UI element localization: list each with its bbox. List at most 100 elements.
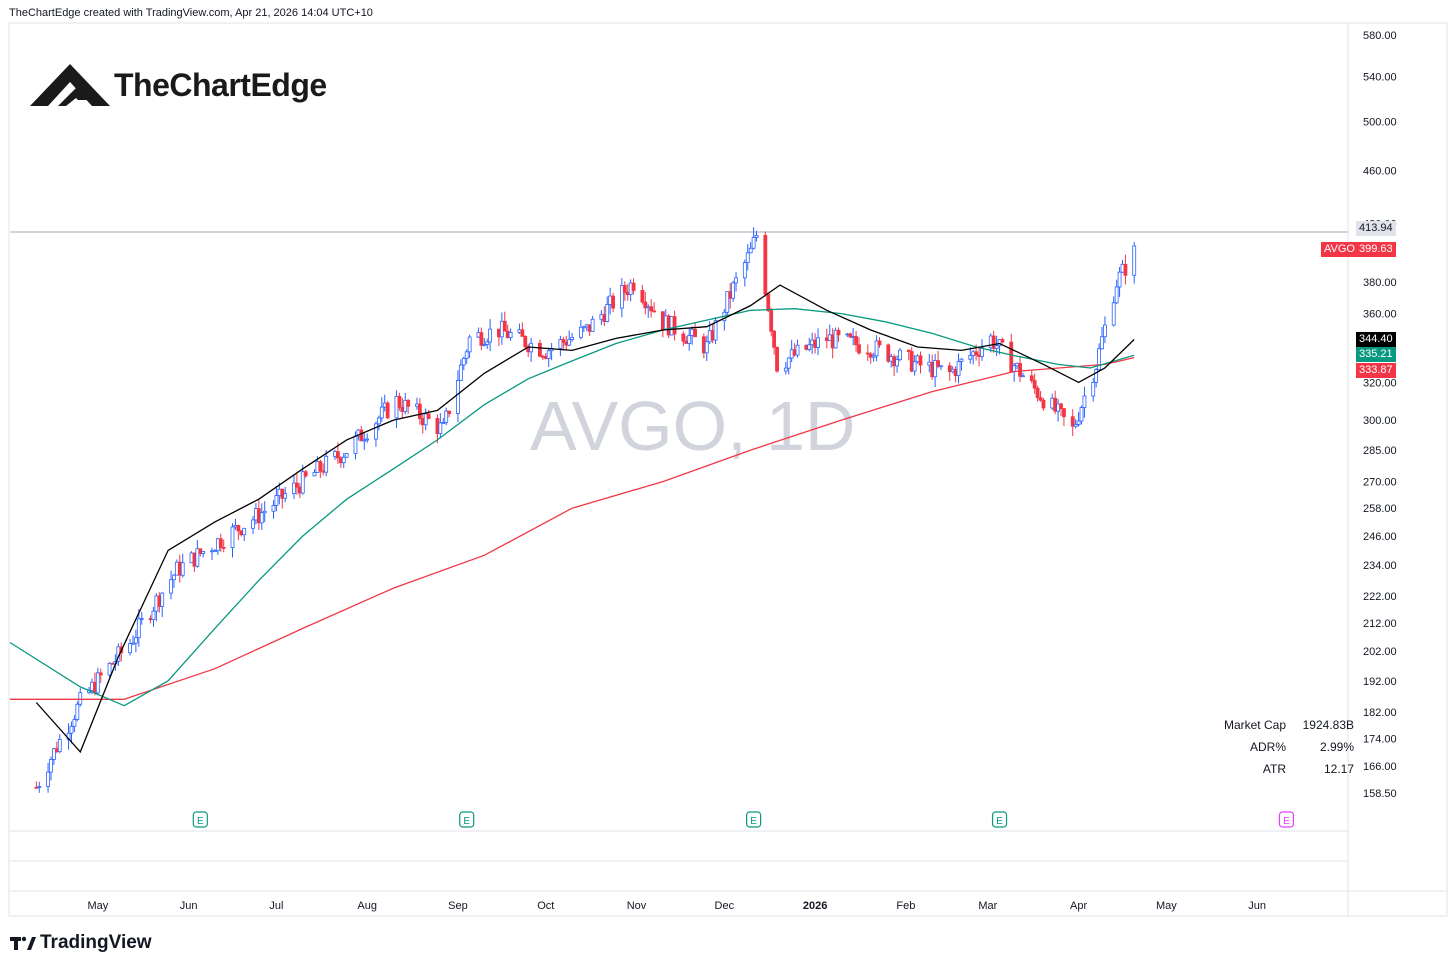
candle-body [303, 471, 308, 477]
candle-body [751, 237, 756, 249]
candle-body [423, 413, 428, 426]
candle-body [376, 417, 381, 425]
y-tick-label: 158.50 [1363, 788, 1397, 800]
candle-body [1029, 375, 1034, 382]
earnings-marker-box [459, 811, 475, 828]
upcoming-earnings-icon: E [1278, 811, 1295, 828]
candle-body [622, 285, 627, 293]
x-tick-label: May [1156, 900, 1177, 912]
x-tick-label: Jul [269, 900, 283, 912]
tradingview-icon [10, 936, 36, 950]
candle-body [807, 344, 812, 350]
stats-value: 1924.83B [1302, 718, 1354, 732]
candle-body [874, 340, 879, 357]
candle-body [590, 318, 595, 332]
candle-body [335, 451, 340, 459]
y-tick-label: 580.00 [1363, 30, 1397, 42]
y-tick-label: 202.00 [1363, 646, 1397, 658]
candle-body [341, 456, 346, 464]
candle-body [353, 435, 358, 454]
stats-row: ADR% 2.99% [1212, 736, 1354, 758]
candle-body [947, 365, 952, 373]
candle-body [236, 525, 241, 532]
candle-body [259, 512, 264, 524]
tradingview-logo[interactable]: TradingView [10, 932, 152, 954]
chart-header: TheChartEdge created with TradingView.co… [9, 7, 373, 19]
candle-body [444, 410, 449, 423]
candle-body [1094, 369, 1099, 383]
last-price-tag: 399.63 [1356, 242, 1396, 257]
candle-body [292, 482, 296, 495]
chart-frame [8, 22, 1448, 917]
candle-body [769, 310, 774, 332]
mountain-logo-icon [30, 64, 110, 106]
candle-body [857, 344, 861, 354]
y-tick-label: 285.00 [1363, 445, 1397, 457]
x-tick-label: Jun [1248, 900, 1266, 912]
candle-body [136, 618, 141, 639]
candle-body [52, 748, 56, 760]
candle-body [581, 326, 586, 329]
candle-body [906, 349, 911, 352]
candle-body [877, 340, 882, 346]
candle-body [482, 344, 487, 346]
y-tick-label: 166.00 [1363, 761, 1397, 773]
candle-body [461, 357, 466, 366]
candle-body [46, 771, 50, 787]
candle-body [1103, 324, 1107, 338]
candle-body [1082, 395, 1087, 408]
x-tick-label: Oct [537, 900, 554, 912]
candle-body [578, 326, 583, 338]
earnings-marker-box [192, 811, 208, 828]
y-tick-label: 380.00 [1363, 277, 1397, 289]
candle-body [520, 329, 525, 337]
candle-body [725, 291, 730, 313]
candle-body [1070, 416, 1075, 427]
x-tick-label: Nov [627, 900, 647, 912]
brand-logo: TheChartEdge [30, 62, 327, 108]
stats-value: 12.17 [1323, 762, 1354, 776]
candle-body [251, 519, 255, 529]
candle-body [201, 551, 206, 554]
candle-body [956, 361, 961, 377]
x-tick-label: Jun [180, 900, 198, 912]
candle-body [467, 336, 472, 353]
candle-body [939, 365, 943, 368]
candle-body [169, 579, 173, 594]
candle-body [734, 277, 738, 284]
candle-body [98, 672, 103, 676]
candle-body [456, 380, 460, 414]
candle-body [49, 759, 53, 773]
candle-body [836, 329, 841, 336]
earnings-marker-box [991, 811, 1008, 828]
candle-body [1000, 339, 1005, 343]
sma-mid-tag: 335.21 [1356, 347, 1396, 362]
earnings-marker-label: E [463, 816, 470, 827]
candle-body [107, 662, 112, 676]
candle-body [687, 335, 692, 344]
candle-body [218, 538, 223, 548]
candle-body [640, 290, 645, 303]
sma-slow-tag: 333.87 [1356, 363, 1396, 378]
candle-body [763, 235, 768, 295]
earnings-marker-box [1278, 811, 1295, 828]
x-tick-label: May [87, 900, 108, 912]
candle-body [385, 402, 390, 419]
candle-body [406, 399, 411, 407]
candle-body [848, 333, 853, 338]
candle-body [754, 235, 759, 238]
candle-body [139, 618, 144, 620]
earnings-icon: E [192, 811, 208, 828]
candle-body [1123, 263, 1128, 276]
candle-body [488, 328, 493, 343]
candle-body [561, 339, 566, 343]
candle-body [1117, 271, 1122, 288]
candle-body [283, 493, 288, 499]
candle-body [898, 349, 902, 361]
candle-body [1091, 381, 1096, 397]
candle-body [318, 461, 323, 472]
candle-body [374, 423, 378, 440]
y-tick-label: 258.00 [1363, 503, 1397, 515]
candle-body [652, 310, 656, 313]
